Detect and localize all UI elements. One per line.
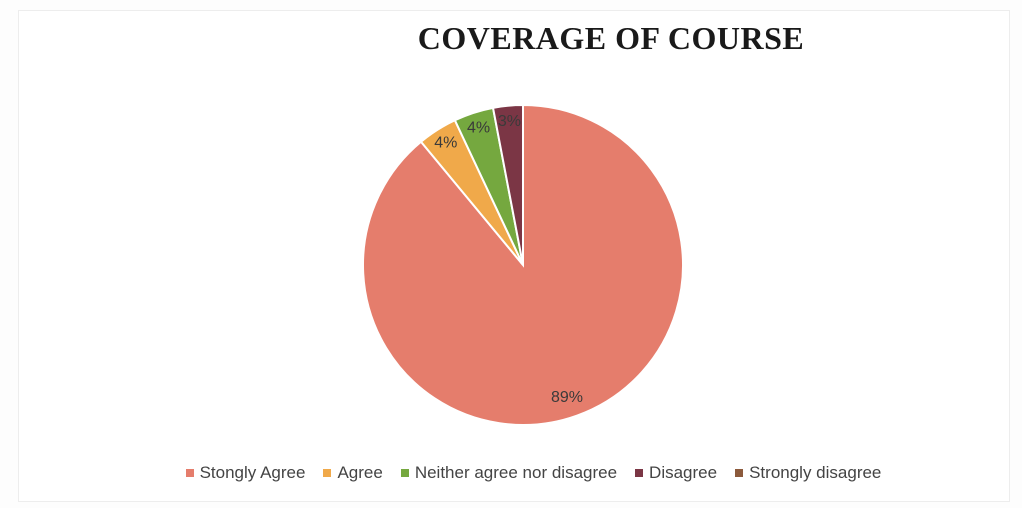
legend-item-neither-agree-nor-disagree: Neither agree nor disagree [400,463,618,483]
data-label-agree: 4% [434,135,457,152]
legend-item-disagree: Disagree [635,463,717,483]
chart-title: COVERAGE OF COURSE [417,20,805,56]
legend-label: Disagree [649,463,718,482]
data-label-disagree: 3% [498,113,521,130]
legend-item-agree: Agree [323,463,383,483]
legend-label: Neither agree nor disagree [414,463,618,482]
legend-swatch [635,469,644,477]
legend-swatch [185,469,194,477]
chart-legend: Stongly Agree Agree Neither agree nor disa… [0,463,1022,483]
legend-swatch [735,469,744,477]
legend-label: Agree [337,463,383,482]
legend-label: Stongly Agree [199,463,306,482]
pie-slice-disagree [491,103,524,266]
legend-swatch [400,469,409,477]
legend-item-strongly-disagree: Strongly disagree [735,463,881,483]
legend-swatch [323,469,332,477]
data-label-neither-agree-nor-disagree: 4% [467,119,490,136]
legend-item-stongly-agree: Stongly Agree [185,463,306,483]
data-label-stongly-agree: 89% [551,389,583,406]
legend-label: Strongly disagree [749,463,882,482]
